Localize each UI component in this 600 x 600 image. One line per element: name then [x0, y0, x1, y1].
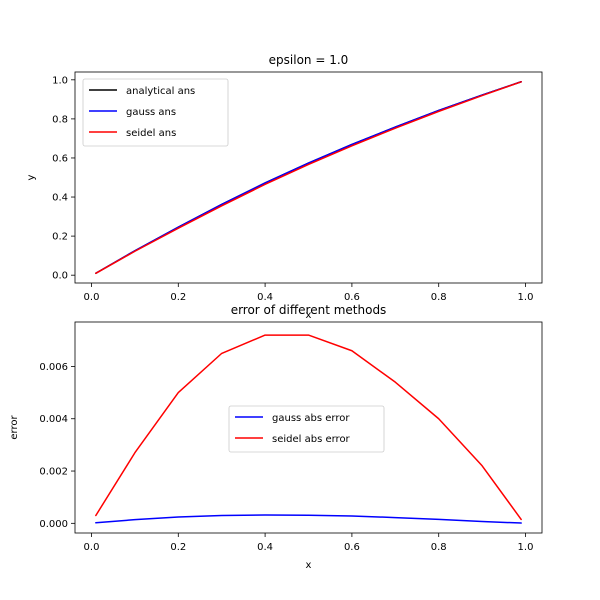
x-tick-label: 0.6	[344, 542, 360, 553]
y-tick-label: 1.0	[52, 75, 68, 86]
x-tick-label: 0.8	[431, 542, 447, 553]
chart-title: error of different methods	[231, 303, 387, 317]
y-tick-label: 0.000	[39, 519, 68, 530]
y-tick-label: 0.0	[52, 271, 68, 282]
series-line-1	[95, 514, 522, 524]
y-tick-label: 0.8	[52, 114, 68, 125]
x-tick-label: 0.6	[344, 292, 360, 303]
x-tick-label: 0.8	[431, 292, 447, 303]
y-axis-label: error	[9, 415, 20, 440]
legend: gauss abs error seidel abs error	[228, 405, 385, 453]
y-tick-label: 0.002	[39, 467, 68, 478]
series-line-2	[95, 334, 522, 521]
y-tick-label: 0.4	[52, 193, 68, 204]
series-line-3	[95, 81, 522, 275]
x-tick-label: 1.0	[518, 542, 534, 553]
y-tick-label: 0.2	[52, 232, 68, 243]
legend-label: gauss ans	[126, 107, 176, 118]
legend-box	[82, 78, 229, 147]
x-tick-label: 0.4	[257, 292, 273, 303]
subplot-1: 0.0 0.2 0.4 0.6 0.8 1.0 0.0 0.2 0.4 0.6 0.8 1.0 epsi…	[26, 53, 543, 321]
legend-label: analytical ans	[126, 86, 195, 97]
x-tick-label: 0.4	[257, 542, 273, 553]
x-axis-label: x	[306, 310, 312, 321]
panels: 0.0 0.2 0.4 0.6 0.8 1.0 0.0 0.2 0.4 0.6 0.8 1.0 epsi…	[9, 53, 543, 571]
series-lines	[95, 81, 522, 275]
y-axis-label: y	[26, 174, 37, 180]
chart-title: epsilon = 1.0	[269, 53, 349, 67]
y-tick-label: 0.6	[52, 153, 68, 164]
axes-frame	[74, 71, 543, 284]
y-tick-label: 0.006	[39, 362, 68, 373]
series-lines	[95, 334, 522, 524]
x-tick-label: 0.0	[84, 292, 100, 303]
y-tick-label: 0.004	[39, 414, 68, 425]
x-tick-label: 0.2	[170, 542, 186, 553]
x-tick-label: 1.0	[518, 292, 534, 303]
legend-label: seidel abs error	[272, 434, 351, 445]
x-tick-label: 0.2	[170, 292, 186, 303]
legend: analytical ans gauss ans seidel ans	[82, 78, 229, 147]
legend-label: seidel ans	[126, 128, 176, 139]
legend-label: gauss abs error	[272, 413, 350, 424]
x-axis-label: x	[306, 560, 312, 571]
axes-frame	[74, 321, 543, 534]
legend-box	[228, 405, 385, 453]
x-tick-label: 0.0	[84, 542, 100, 553]
subplot-2: 0.0 0.2 0.4 0.6 0.8 1.0 0.000 0.002 0.004 0.006 er…	[9, 303, 543, 571]
